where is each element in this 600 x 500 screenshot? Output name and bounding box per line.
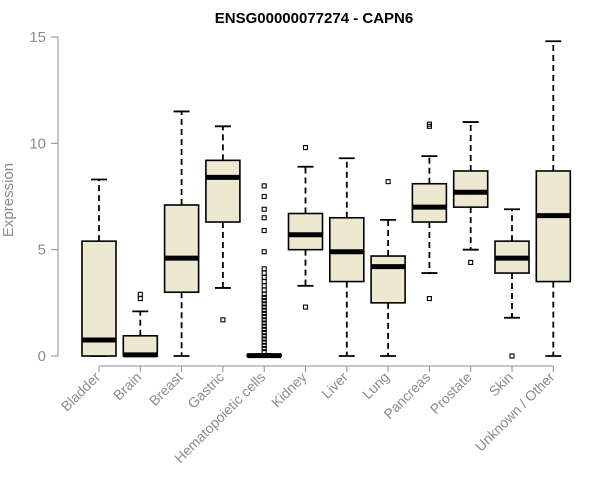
outlier-point [261,330,267,336]
x-tick-label: Kidney [268,369,310,411]
y-axis: 0 5 10 15 [29,29,59,365]
outlier-point [261,349,267,355]
outlier-point [468,259,474,265]
box-pancreas [411,121,448,302]
y-tick-label: 10 [29,135,46,152]
box-gastric [205,125,241,323]
outlier-point [509,353,515,359]
outlier-point [261,249,267,255]
outlier-point [261,307,267,313]
box-unknown-other [535,40,572,357]
box-series [81,40,572,359]
iqr-box [370,255,406,304]
outlier-point [261,326,267,332]
iqr-box [205,159,241,223]
outlier-point [261,333,267,339]
outlier-point [261,314,267,320]
outlier-point [261,283,267,289]
outlier-point [261,320,267,326]
box-bladder [81,178,117,357]
x-tick-label: Liver [318,369,351,402]
outlier-point [261,298,267,304]
outlier-point [261,206,267,212]
outlier-point [261,215,267,221]
outlier-point [137,296,143,302]
outlier-point [261,266,267,272]
outlier-point [261,193,267,200]
outlier-point [261,274,267,280]
outlier-point [261,279,267,285]
x-tick-label: Prostate [427,369,475,417]
outlier-point [261,301,267,307]
iqr-box [287,212,324,251]
y-tick-label: 0 [38,348,46,365]
box-liver [328,157,365,357]
outlier-point [261,323,267,329]
outlier-point [261,270,267,276]
x-tick-label: Skin [486,369,517,400]
box-skin [494,208,530,359]
outlier-point [261,336,267,342]
outlier-point [261,339,267,345]
outlier-point [302,145,309,151]
outlier-point [261,183,267,189]
outlier-point [261,346,267,352]
outlier-point [261,227,267,234]
outlier-point [261,304,267,310]
x-tick-label: Brain [110,369,144,403]
outlier-point [426,296,432,302]
chart-title: ENSG00000077274 - CAPN6 [215,10,413,27]
iqr-box [411,182,448,223]
box-hematopoietic-cells [246,183,282,359]
box-breast [163,110,200,357]
x-tick-label: Bladder [58,369,104,415]
iqr-box [81,240,117,357]
box-lung [370,179,406,357]
outlier-point [385,179,391,185]
iqr-box [452,170,489,208]
iqr-box [163,204,200,294]
outlier-point [137,291,143,297]
outlier-point [261,287,267,293]
x-tick-label: Lung [359,369,392,402]
outlier-point [261,317,267,323]
x-tick-label: Breast [146,369,186,409]
y-axis-label: Expression [0,163,17,237]
iqr-box [535,170,572,283]
y-tick-label: 15 [29,29,46,46]
box-prostate [452,121,489,265]
box-brain [122,291,159,358]
outlier-point [220,317,226,323]
outlier-point [261,294,267,301]
outlier-point [261,342,267,348]
outlier-point [261,310,267,317]
outlier-point [302,304,309,310]
box-kidney [287,145,324,310]
y-tick-label: 5 [38,242,46,259]
outlier-point [426,121,432,127]
